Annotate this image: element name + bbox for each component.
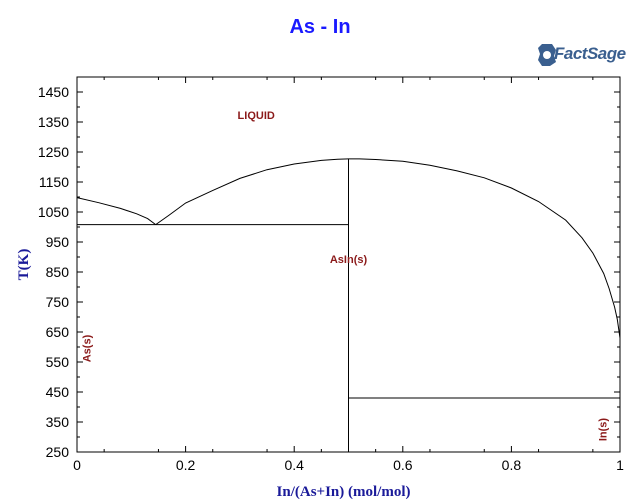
y-tick-label: 850 [46, 264, 70, 280]
y-tick-label: 1250 [38, 144, 69, 160]
gear-logo-icon [538, 44, 556, 66]
x-axis-title: In/(As+In) (mol/mol) [277, 484, 411, 500]
y-tick-label: 350 [46, 414, 70, 430]
y-tick-label: 1450 [38, 84, 69, 100]
factsage-logo: FactSage [534, 40, 634, 74]
y-tick-label: 950 [46, 234, 70, 250]
phase-label: AsIn(s) [330, 254, 368, 266]
phase-label: LIQUID [238, 110, 275, 122]
chart-title: As - In [289, 16, 351, 38]
phase-boundary-line [76, 197, 156, 226]
y-tick-label: 750 [46, 294, 70, 310]
y-axis-title: T(K) [16, 249, 32, 281]
x-tick-label: 0.8 [502, 457, 522, 473]
x-tick-label: 0.2 [176, 457, 196, 473]
phase-boundary-line [155, 158, 621, 339]
x-tick-label: 0.6 [393, 457, 413, 473]
phase-label: As(s) [82, 334, 94, 362]
y-tick-label: 250 [46, 444, 70, 460]
y-tick-label: 450 [46, 384, 70, 400]
y-tick-label: 650 [46, 324, 70, 340]
x-tick-label: 0 [73, 457, 81, 473]
y-tick-label: 550 [46, 354, 70, 370]
y-tick-label: 1150 [39, 174, 69, 190]
y-tick-label: 1350 [38, 114, 69, 130]
factsage-logo-text: FactSage [554, 44, 626, 63]
y-tick-label: 1050 [38, 204, 69, 220]
phase-label: In(s) [597, 418, 609, 442]
x-tick-label: 1 [616, 457, 624, 473]
x-tick-label: 0.4 [284, 457, 304, 473]
